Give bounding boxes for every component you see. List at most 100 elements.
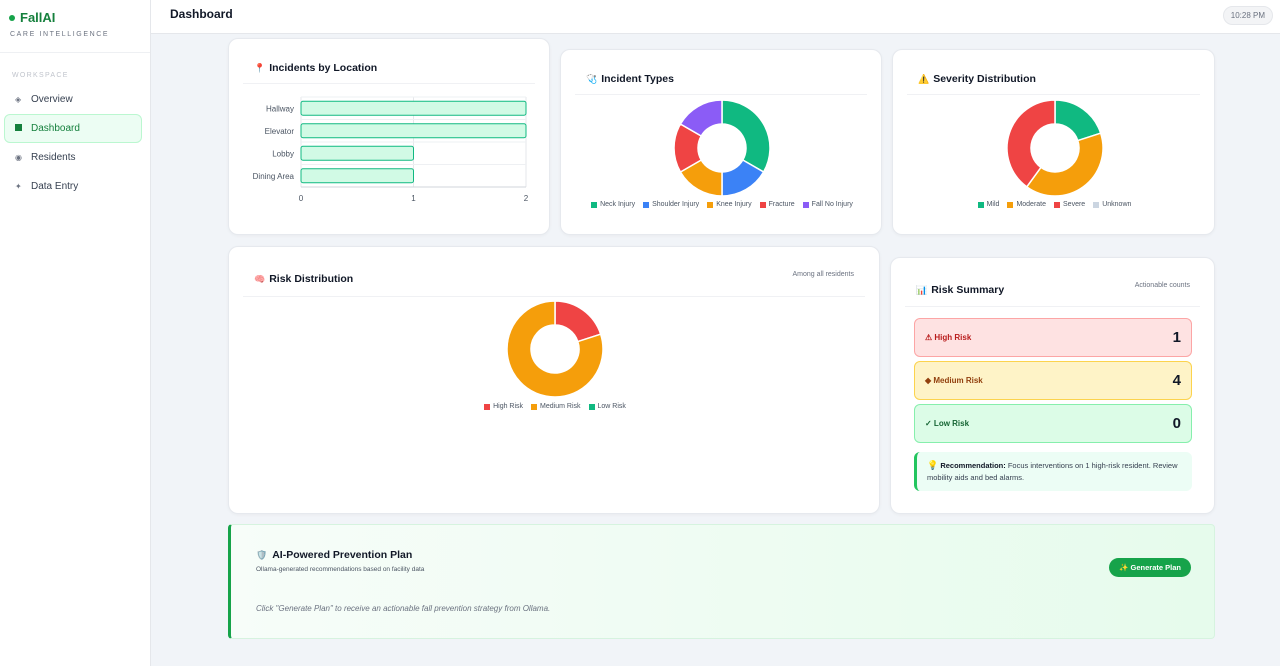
- ai-plan-hint: Click "Generate Plan" to receive an acti…: [256, 604, 551, 613]
- low-risk-count: 0: [1172, 415, 1181, 432]
- sidebar-item-residents[interactable]: ◉ Residents: [4, 143, 142, 172]
- y-tick-label: Lobby: [272, 149, 294, 158]
- brand: FallAI CARE INTELLIGENCE: [0, 0, 150, 53]
- generate-plan-button[interactable]: ✨ Generate Plan: [1109, 558, 1191, 577]
- legend-label: Neck Injury: [600, 201, 636, 208]
- legend-swatch: [484, 403, 491, 410]
- legend-item-unknown[interactable]: Unknown: [1093, 201, 1131, 208]
- slice-fall-no-injury[interactable]: [679, 99, 723, 138]
- sparkle-icon: ✦: [15, 182, 22, 191]
- legend-label: High Risk: [493, 403, 524, 410]
- sidebar-item-label: Dashboard: [31, 123, 80, 134]
- legend-item-fracture[interactable]: Fracture: [759, 201, 795, 208]
- legend-item-mild[interactable]: Mild: [977, 201, 1000, 208]
- recommendation-label: Recommendation:: [940, 461, 1006, 470]
- card-title: Risk Distribution: [269, 273, 354, 285]
- incident-types-card: 🩺 Incident Types Neck Injury Shoulder Inj…: [560, 49, 882, 235]
- sidebar-item-overview[interactable]: ◈ Overview: [4, 85, 142, 114]
- x-tick-label: 2: [524, 194, 529, 203]
- sidebar: FallAI CARE INTELLIGENCE WORKSPACE ◈ Ove…: [0, 0, 151, 666]
- legend-label: Low Risk: [597, 403, 626, 410]
- bar-dining-area[interactable]: [300, 168, 414, 184]
- incident-types-legend: Neck Injury Shoulder Injury Knee Injury Fra…: [561, 201, 883, 208]
- workspace-label: WORKSPACE: [12, 72, 69, 79]
- low-risk-label: ✓ Low Risk: [925, 419, 970, 428]
- slice-neck-injury[interactable]: [721, 99, 771, 174]
- legend-item-low-risk[interactable]: Low Risk: [588, 403, 626, 410]
- ai-prevention-plan-card: 🛡️ AI-Powered Prevention Plan Ollama-gen…: [228, 524, 1215, 639]
- bar-chart-icon: 📊: [916, 284, 928, 295]
- legend-item-fall-no-injury[interactable]: Fall No Injury: [802, 201, 853, 208]
- app-name: FallAI: [20, 10, 56, 25]
- card-title: Incident Types: [601, 73, 674, 85]
- legend-label: Moderate: [1016, 201, 1047, 208]
- legend-item-moderate[interactable]: Moderate: [1007, 201, 1046, 208]
- page-title: Dashboard: [170, 7, 233, 21]
- card-note: Actionable counts: [1134, 282, 1190, 289]
- legend-item-severe[interactable]: Severe: [1054, 201, 1085, 208]
- stethoscope-icon: 🩺: [586, 73, 598, 84]
- pin-icon: 📍: [254, 62, 266, 73]
- sidebar-item-label: Data Entry: [31, 181, 79, 192]
- top-bar: Dashboard 10:28 PM: [151, 0, 1280, 34]
- sidebar-item-data-entry[interactable]: ✦ Data Entry: [4, 172, 142, 201]
- card-note: Among all residents: [792, 271, 854, 278]
- high-risk-label: ⚠ High Risk: [925, 333, 972, 342]
- bar-elevator[interactable]: [300, 123, 527, 139]
- legend-swatch: [759, 201, 766, 208]
- sidebar-item-label: Overview: [31, 94, 73, 105]
- bar-hallway[interactable]: [300, 100, 527, 116]
- sidebar-nav: ◈ Overview Dashboard ◉ Residents ✦ Data …: [0, 85, 150, 201]
- legend-swatch: [1054, 201, 1061, 208]
- high-risk-row: ⚠ High Risk 1: [914, 318, 1192, 357]
- incidents-by-location-card: 📍 Incidents by Location 0 1 2 Hallway Elevat…: [228, 38, 550, 235]
- legend-swatch: [643, 201, 650, 208]
- low-risk-row: ✓ Low Risk 0: [914, 404, 1192, 443]
- diamond-icon: ◈: [15, 95, 22, 104]
- app-tagline: CARE INTELLIGENCE: [10, 31, 110, 38]
- card-title: Incidents by Location: [269, 62, 378, 74]
- legend-label: Shoulder Injury: [652, 201, 700, 208]
- slice-high-risk[interactable]: [554, 300, 602, 343]
- sidebar-item-dashboard[interactable]: Dashboard: [4, 114, 142, 143]
- location-bar-chart: 0 1 2 Hallway Elevator Lobby Dining Area: [253, 96, 529, 203]
- legend-item-shoulder-injury[interactable]: Shoulder Injury: [643, 201, 699, 208]
- legend-label: Severe: [1063, 201, 1086, 208]
- legend-item-high-risk[interactable]: High Risk: [484, 403, 523, 410]
- dot-icon: ◉: [15, 153, 22, 162]
- slice-medium-risk[interactable]: [506, 300, 604, 398]
- brand-dot-icon: [9, 14, 15, 21]
- brain-icon: 🧠: [254, 273, 266, 284]
- slice-moderate[interactable]: [1025, 132, 1104, 197]
- medium-risk-label: ◆ Medium Risk: [925, 376, 983, 385]
- legend-item-medium-risk[interactable]: Medium Risk: [531, 403, 581, 410]
- x-tick-label: 0: [299, 194, 304, 203]
- bar-lobby[interactable]: [300, 145, 414, 161]
- slice-mild[interactable]: [1054, 99, 1102, 142]
- y-tick-label: Elevator: [265, 127, 295, 136]
- legend-swatch: [802, 201, 809, 208]
- legend-label: Mild: [986, 201, 1000, 208]
- risk-distribution-card: 🧠 Risk Distribution Among all residents …: [228, 246, 880, 514]
- legend-item-neck-injury[interactable]: Neck Injury: [591, 201, 635, 208]
- legend-item-knee-injury[interactable]: Knee Injury: [707, 201, 752, 208]
- card-title: Severity Distribution: [933, 73, 1036, 85]
- legend-label: Fracture: [768, 201, 795, 208]
- legend-label: Fall No Injury: [811, 201, 853, 208]
- incident-types-donut: [673, 99, 771, 197]
- medium-risk-count: 4: [1172, 372, 1181, 389]
- severity-donut: [1006, 99, 1104, 197]
- ai-plan-subtitle: Ollama-generated recommendations based o…: [256, 566, 425, 573]
- slice-severe[interactable]: [1006, 99, 1056, 188]
- shield-icon: 🛡️: [256, 549, 268, 560]
- legend-swatch: [1093, 201, 1100, 208]
- high-risk-count: 1: [1172, 329, 1181, 346]
- card-title: Risk Summary: [931, 284, 1005, 296]
- risk-legend: High Risk Medium Risk Low Risk: [229, 403, 881, 410]
- recommendation-box: 💡 Recommendation: Focus interventions on…: [914, 452, 1192, 491]
- legend-swatch: [531, 403, 538, 410]
- y-tick-label: Hallway: [266, 104, 294, 113]
- severity-legend: Mild Moderate Severe Unknown: [893, 201, 1216, 208]
- legend-label: Medium Risk: [540, 403, 581, 410]
- legend-swatch: [977, 201, 984, 208]
